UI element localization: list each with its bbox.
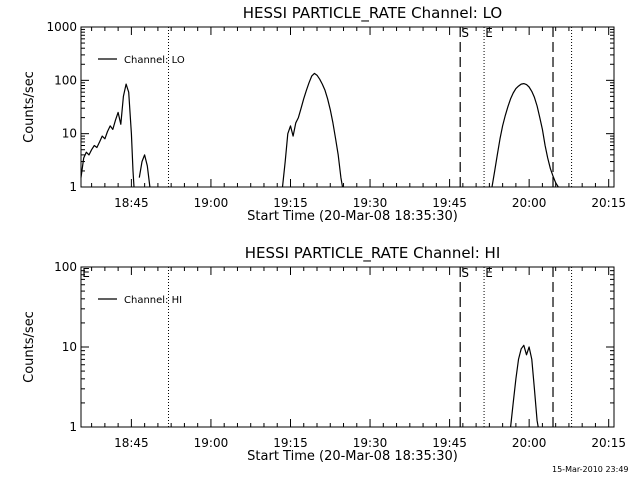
chart-1-legend-label: Channel: LO: [124, 55, 185, 66]
chart-1-series-line: [138, 154, 151, 188]
chart-1-marker-label-e: E: [485, 26, 493, 40]
chart-1-title: HESSI PARTICLE_RATE Channel: LO: [243, 4, 502, 23]
chart-2-y-tick-label: 100: [54, 260, 77, 274]
chart-1-series-line: [491, 82, 559, 188]
chart-2-marker-label-e: E: [485, 266, 493, 280]
chart-1-x-tick-label: 19:00: [194, 196, 229, 210]
chart-2-x-axis-label: Start Time (20-Mar-08 18:35:30): [247, 449, 458, 464]
chart-1-x-tick-label: 20:15: [591, 196, 626, 210]
chart-2-x-tick-label: 19:30: [353, 436, 388, 450]
chart-2-y-tick-label: 10: [62, 340, 77, 354]
chart-1-frame: [80, 26, 615, 188]
chart-2-marker-label-s: S: [461, 266, 469, 280]
chart-1-x-tick-label: 19:30: [353, 196, 388, 210]
chart-1-series-line: [281, 72, 344, 188]
chart-2-x-tick-label: 19:45: [432, 436, 467, 450]
chart-2-y-axis-label: Counts/sec: [22, 311, 37, 383]
chart-2-series-line: [510, 344, 539, 428]
chart-1-y-tick-label: 100: [54, 73, 77, 87]
chart-1-y-tick-label: 1: [69, 180, 77, 194]
chart-2-frame: [80, 266, 615, 428]
chart-1-series-line: [80, 83, 135, 188]
chart-2-x-tick-label: 18:45: [114, 436, 149, 450]
chart-2-marker-label-e: E: [82, 266, 90, 280]
chart-1-marker-label-s: S: [461, 26, 469, 40]
chart-1-y-tick-label: 1000: [46, 20, 77, 34]
chart-2-x-tick-label: 19:15: [273, 436, 308, 450]
chart-1-x-tick-label: 19:45: [432, 196, 467, 210]
chart-2-y-tick-label: 1: [69, 420, 77, 434]
chart-2-x-tick-label: 20:15: [591, 436, 626, 450]
chart-2-legend-label: Channel: HI: [124, 295, 182, 306]
chart-1-x-tick-label: 20:00: [512, 196, 547, 210]
footer-timestamp: 15-Mar-2010 23:49: [552, 465, 629, 474]
chart-1-x-tick-label: 19:15: [273, 196, 308, 210]
chart-1-y-tick-label: 10: [62, 127, 77, 141]
chart-1-y-axis-label: Counts/sec: [22, 71, 37, 143]
chart-2-x-tick-label: 19:00: [194, 436, 229, 450]
chart-2-x-tick-label: 20:00: [512, 436, 547, 450]
chart-2-title: HESSI PARTICLE_RATE Channel: HI: [245, 244, 501, 263]
chart-1-x-tick-label: 18:45: [114, 196, 149, 210]
chart-1-x-axis-label: Start Time (20-Mar-08 18:35:30): [247, 209, 458, 224]
